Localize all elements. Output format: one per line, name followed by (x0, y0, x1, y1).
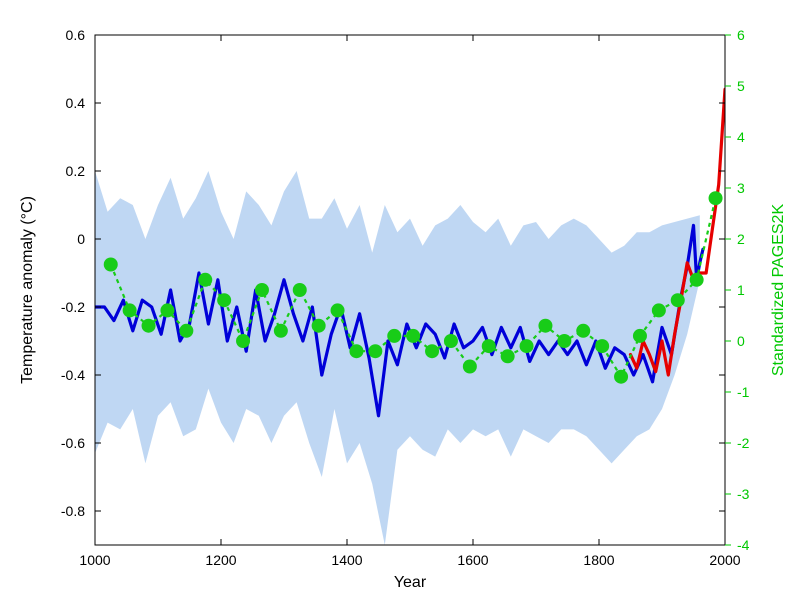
y-right-tick-label: -4 (737, 537, 750, 553)
pages2k-marker (520, 339, 534, 353)
pages2k-marker (142, 319, 156, 333)
x-tick-label: 1600 (457, 552, 488, 568)
pages2k-marker (312, 319, 326, 333)
pages2k-marker (104, 258, 118, 272)
pages2k-marker (331, 303, 345, 317)
pages2k-marker (255, 283, 269, 297)
pages2k-marker (614, 370, 628, 384)
y-left-tick-label: 0.2 (66, 163, 86, 179)
pages2k-marker (633, 329, 647, 343)
pages2k-marker (236, 334, 250, 348)
y-left-tick-label: -0.6 (61, 435, 85, 451)
pages2k-marker (690, 273, 704, 287)
y-left-tick-label: 0.6 (66, 27, 86, 43)
x-tick-label: 1000 (79, 552, 110, 568)
y-right-axis-title: Standardized PAGES2K (770, 204, 787, 377)
x-tick-label: 2000 (709, 552, 740, 568)
y-right-tick-label: 2 (737, 231, 745, 247)
pages2k-marker (709, 191, 723, 205)
pages2k-marker (482, 339, 496, 353)
temperature-anomaly-chart: 100012001400160018002000Year-0.8-0.6-0.4… (0, 0, 795, 600)
pages2k-marker (274, 324, 288, 338)
y-right-tick-label: 1 (737, 282, 745, 298)
pages2k-marker (293, 283, 307, 297)
y-left-tick-label: -0.8 (61, 503, 85, 519)
y-right-tick-label: 5 (737, 78, 745, 94)
pages2k-marker (349, 344, 363, 358)
pages2k-marker (501, 349, 515, 363)
pages2k-marker (406, 329, 420, 343)
y-left-tick-label: -0.4 (61, 367, 85, 383)
y-left-tick-label: 0.4 (66, 95, 86, 111)
pages2k-marker (557, 334, 571, 348)
y-right-tick-label: 3 (737, 180, 745, 196)
pages2k-marker (538, 319, 552, 333)
y-left-tick-label: -0.2 (61, 299, 85, 315)
y-right-tick-label: -2 (737, 435, 750, 451)
pages2k-marker (595, 339, 609, 353)
pages2k-marker (179, 324, 193, 338)
x-axis-title: Year (394, 574, 427, 591)
y-right-tick-label: -3 (737, 486, 750, 502)
pages2k-marker (198, 273, 212, 287)
pages2k-marker (425, 344, 439, 358)
y-right-tick-label: 6 (737, 27, 745, 43)
y-left-tick-label: 0 (77, 231, 85, 247)
pages2k-marker (387, 329, 401, 343)
x-tick-label: 1400 (331, 552, 362, 568)
pages2k-marker (652, 303, 666, 317)
pages2k-marker (671, 293, 685, 307)
y-left-axis-title: Temperature anomaly (°C) (19, 196, 36, 384)
pages2k-marker (217, 293, 231, 307)
x-tick-label: 1200 (205, 552, 236, 568)
pages2k-marker (368, 344, 382, 358)
pages2k-marker (576, 324, 590, 338)
x-tick-label: 1800 (583, 552, 614, 568)
y-right-tick-label: 0 (737, 333, 745, 349)
pages2k-marker (444, 334, 458, 348)
pages2k-marker (463, 360, 477, 374)
pages2k-marker (123, 303, 137, 317)
y-right-tick-label: -1 (737, 384, 750, 400)
pages2k-marker (160, 303, 174, 317)
y-right-tick-label: 4 (737, 129, 745, 145)
